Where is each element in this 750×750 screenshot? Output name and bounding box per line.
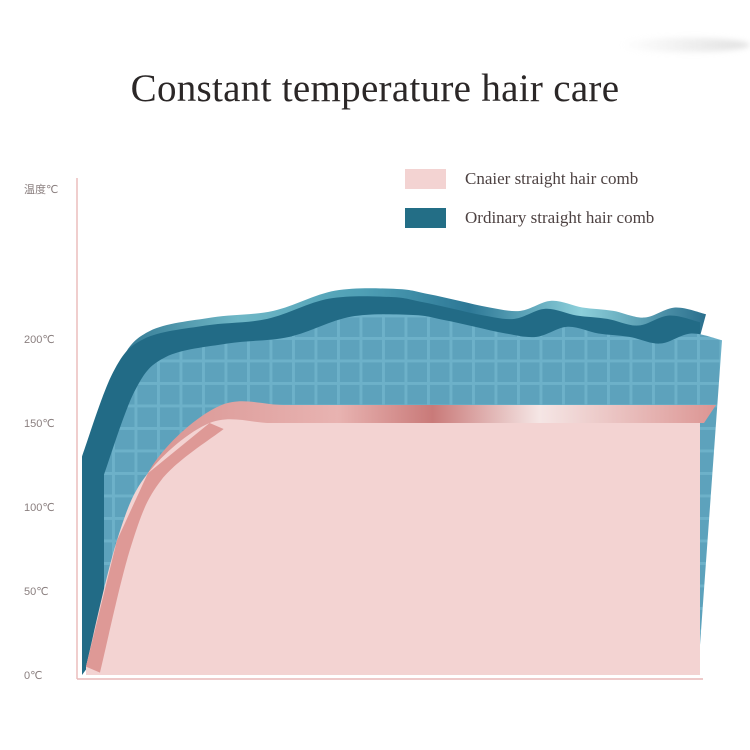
y-tick-label: 150℃ — [24, 418, 55, 430]
cnaier-comb-area — [86, 419, 704, 675]
decorative-shadow — [620, 38, 750, 52]
legend: Cnaier straight hair comb Ordinary strai… — [405, 166, 654, 244]
y-tick-label: 100℃ — [24, 502, 55, 514]
y-tick-label: 200℃ — [24, 334, 55, 346]
y-tick-label: 0℃ — [24, 670, 42, 682]
y-tick-label: 50℃ — [24, 586, 49, 598]
legend-label-ordinary: Ordinary straight hair comb — [465, 208, 655, 227]
legend-item-ordinary: Ordinary straight hair comb — [405, 205, 654, 231]
page-title: Constant temperature hair care — [130, 67, 620, 110]
legend-label-cnaier: Cnaier straight hair comb — [465, 169, 639, 188]
cnaier-comb-area-edge — [86, 423, 224, 673]
legend-swatch-cnaier — [405, 169, 446, 189]
legend-item-cnaier: Cnaier straight hair comb — [405, 166, 654, 192]
legend-swatch-ordinary — [405, 208, 446, 228]
y-axis-label: 温度℃ — [24, 182, 58, 196]
